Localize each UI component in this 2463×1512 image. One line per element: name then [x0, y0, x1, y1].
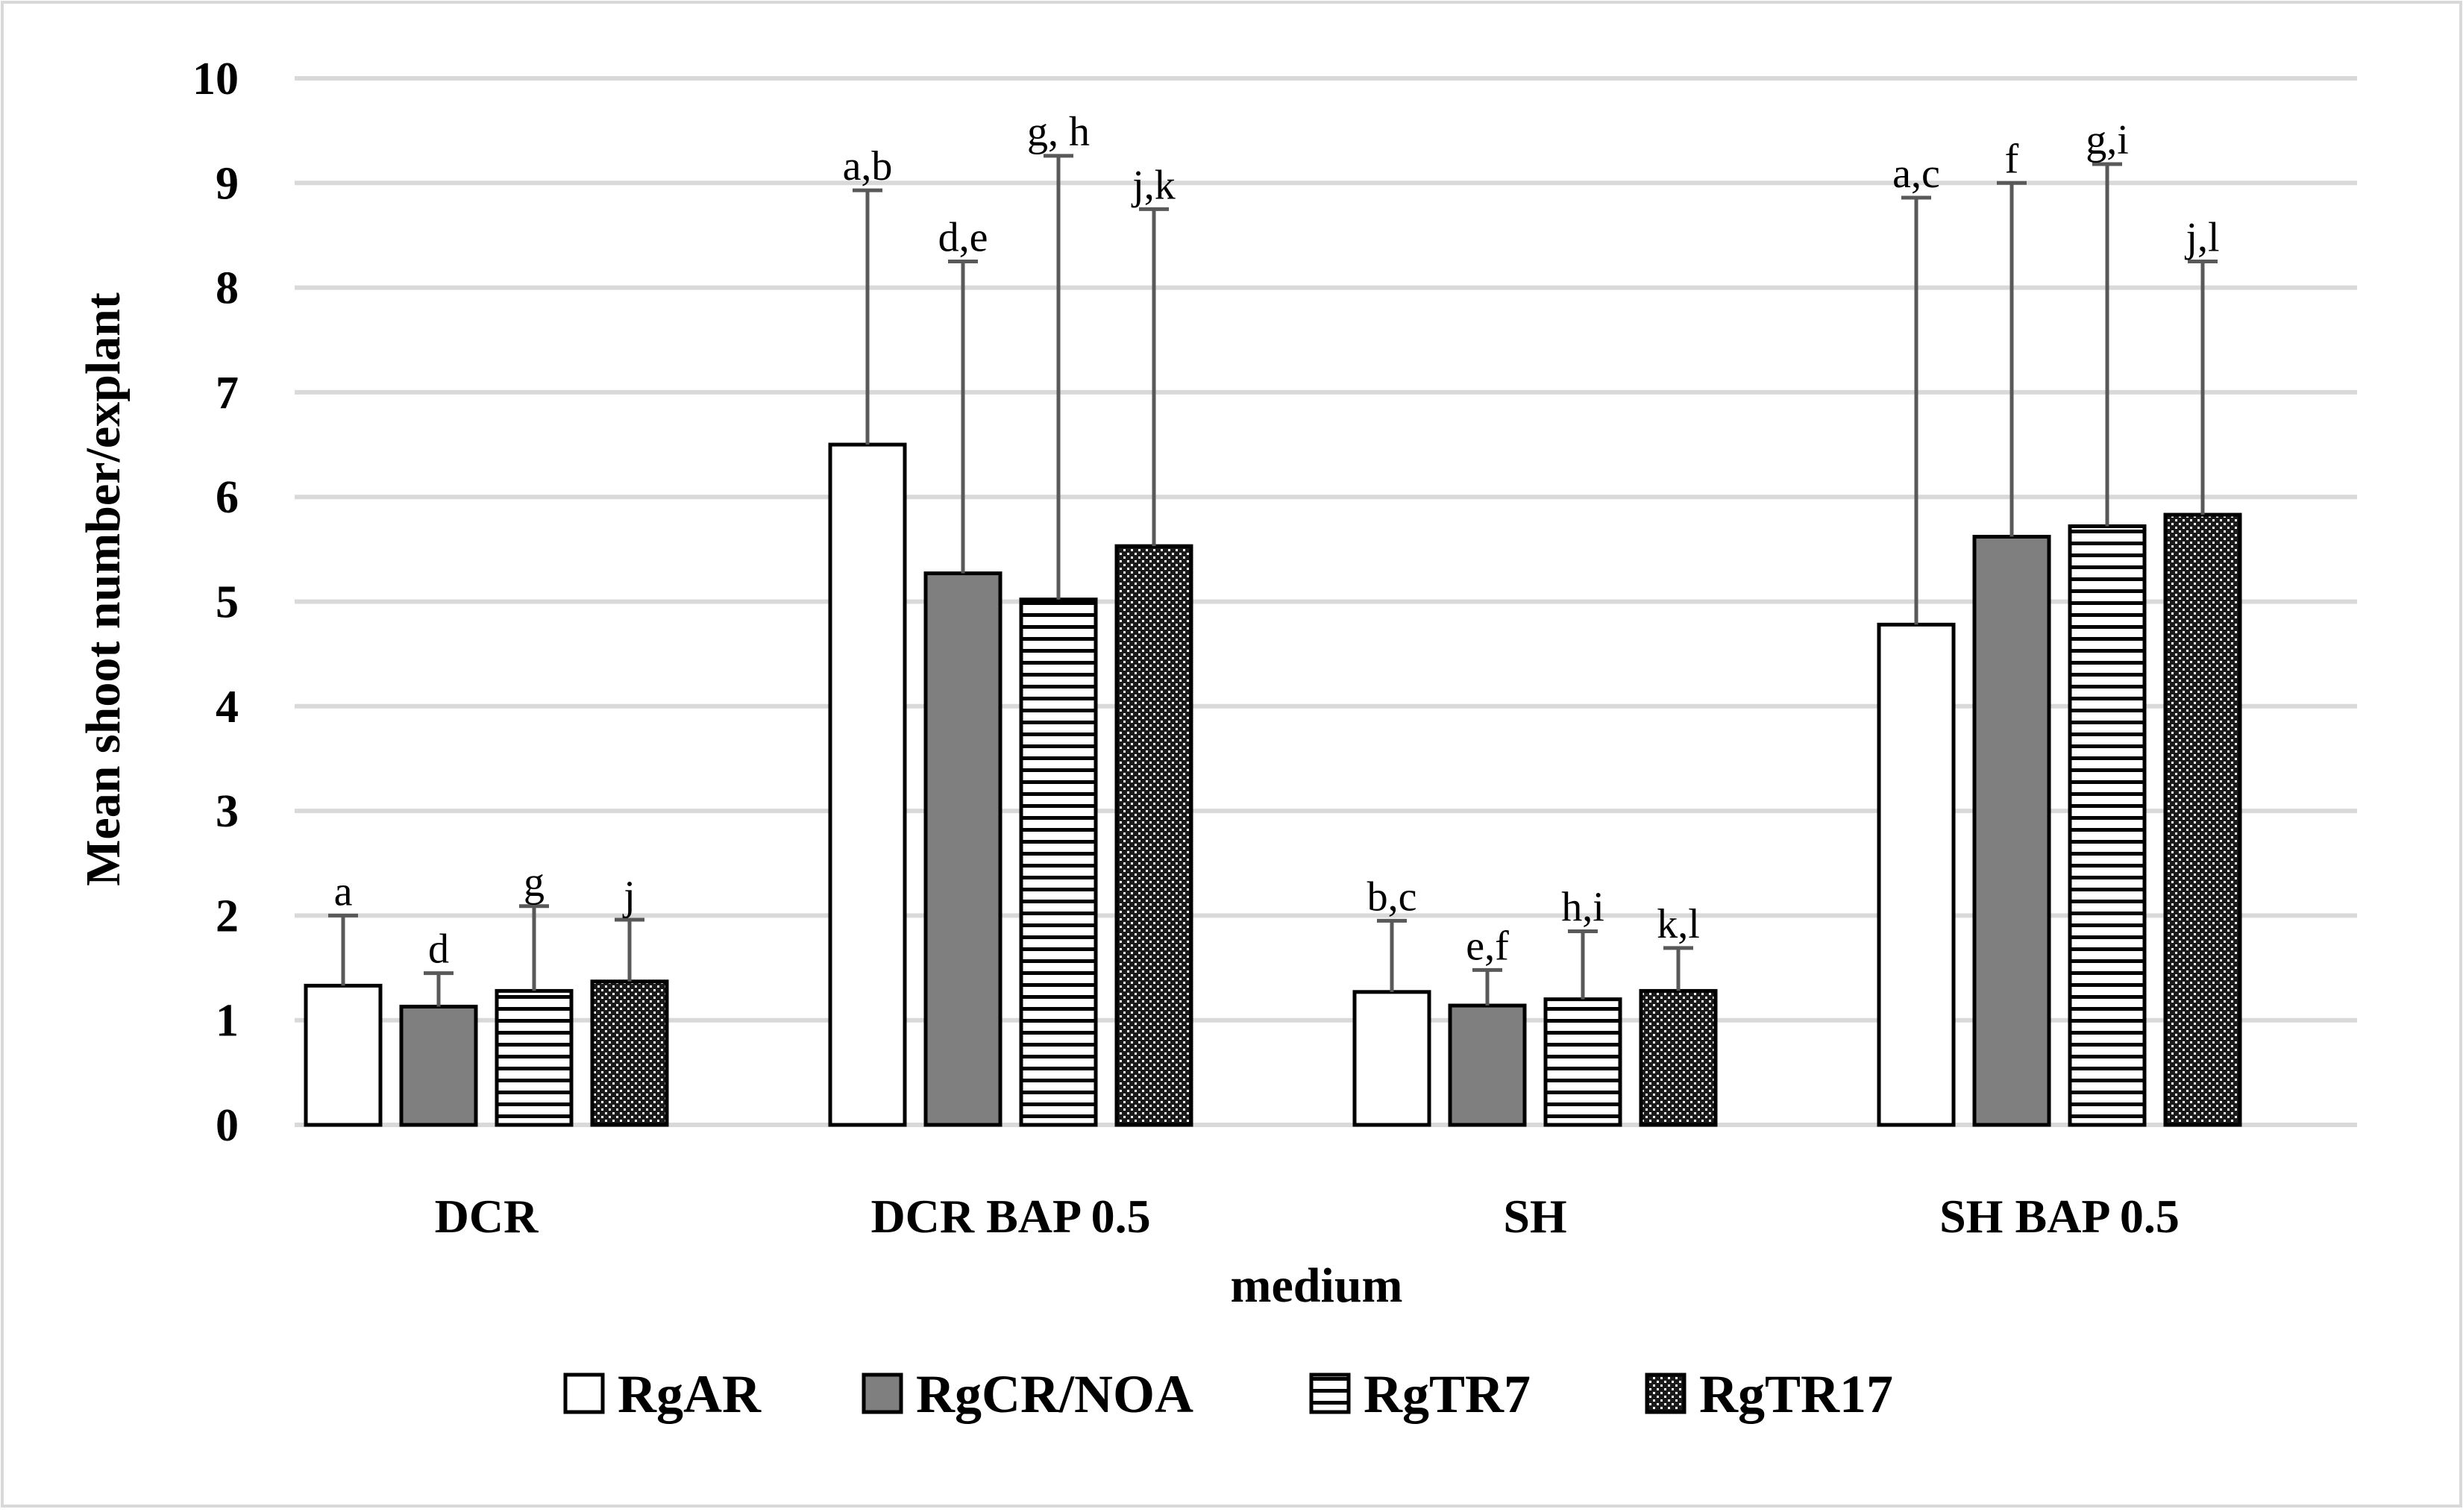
legend-swatch — [1309, 1373, 1351, 1414]
bar-rgtr17-3 — [2163, 512, 2242, 1127]
bar-rgcr-noa-3 — [1972, 535, 2051, 1127]
significance-letter: d — [428, 926, 449, 973]
significance-letter: d,e — [938, 215, 988, 261]
x-axis-categories: DCR DCR BAP 0.5 SH SH BAP 0.5 — [435, 1190, 2180, 1243]
significance-letter: j — [622, 873, 636, 919]
significance-letter: a,c — [1892, 151, 1940, 197]
y-tick-label: 2 — [216, 891, 239, 941]
legend-label: RgTR17 — [1699, 1364, 1893, 1424]
bars — [304, 442, 2242, 1127]
bar-rgcr-noa-0 — [399, 1004, 478, 1127]
bar-rgar-3 — [1877, 622, 1956, 1127]
bar-rgtr17-1 — [1114, 544, 1193, 1127]
y-tick-label: 7 — [216, 368, 239, 418]
x-category-label: SH — [1503, 1190, 1566, 1243]
bar-rgar-2 — [1352, 990, 1431, 1127]
significance-letter: a,b — [843, 143, 893, 189]
y-tick-label: 5 — [216, 577, 239, 628]
significance-letter: k,l — [1657, 901, 1700, 947]
y-tick-label: 1 — [216, 996, 239, 1047]
significance-letter: a — [334, 868, 353, 915]
legend: RgAR RgCR/NOA RgTR7 RgTR17 — [563, 1364, 1893, 1424]
y-tick-label: 8 — [216, 263, 239, 314]
x-category-label: DCR — [435, 1190, 539, 1243]
significance-letter: g,i — [2086, 117, 2129, 163]
bar-rgcr-noa-2 — [1448, 1003, 1527, 1127]
bar-rgtr17-0 — [590, 979, 669, 1127]
bar-rgtr7-2 — [1543, 997, 1622, 1127]
legend-label: RgCR/NOA — [916, 1364, 1193, 1424]
y-tick-label: 6 — [216, 472, 239, 523]
significance-letter: e,f — [1466, 923, 1509, 969]
y-tick-label: 10 — [192, 54, 239, 104]
significance-letter: g, h — [1027, 109, 1090, 155]
bar-rgar-0 — [304, 983, 383, 1127]
y-axis-ticks: 0 1 2 3 4 5 6 7 8 9 10 — [192, 54, 239, 1151]
significance-letter: g — [524, 859, 545, 906]
y-tick-label: 3 — [216, 786, 239, 837]
x-category-label: DCR BAP 0.5 — [870, 1190, 1150, 1243]
legend-label: RgAR — [618, 1364, 762, 1424]
legend-swatch — [563, 1373, 605, 1414]
y-tick-label: 0 — [216, 1100, 239, 1151]
significance-letters: a d g j a,b d,e g, h j,k b,c e,f h,i k,l a,c f g,i j,l — [334, 109, 2220, 973]
legend-swatch — [1645, 1373, 1687, 1414]
bar-rgcr-noa-1 — [923, 571, 1003, 1127]
significance-letter: j,k — [1131, 162, 1176, 208]
significance-letter: h,i — [1561, 884, 1604, 930]
x-axis-title: medium — [1231, 1258, 1403, 1313]
y-tick-label: 4 — [216, 682, 239, 733]
y-tick-label: 9 — [216, 158, 239, 209]
bar-rgtr7-3 — [2068, 524, 2147, 1127]
bar-rgtr7-0 — [495, 988, 574, 1127]
bar-rgtr7-1 — [1019, 597, 1098, 1127]
significance-letter: j,l — [2184, 215, 2219, 261]
x-category-label: SH BAP 0.5 — [1939, 1190, 2180, 1243]
legend-label: RgTR7 — [1364, 1364, 1531, 1424]
significance-letter: b,c — [1367, 873, 1417, 920]
significance-letter: f — [2005, 136, 2019, 182]
error-bars — [328, 154, 2218, 1007]
y-axis-title: Mean shoot number/explant — [76, 292, 131, 886]
legend-swatch — [862, 1373, 903, 1414]
bar-rgtr17-2 — [1639, 988, 1718, 1127]
bar-rgar-1 — [828, 442, 907, 1127]
